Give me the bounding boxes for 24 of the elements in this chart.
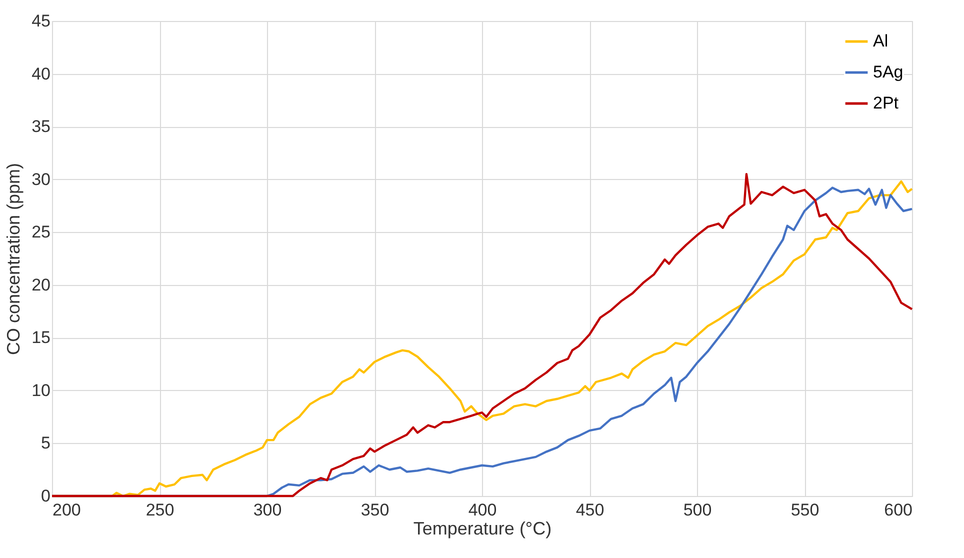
x-tick-label: 600	[884, 500, 912, 520]
x-tick-label: 550	[790, 500, 820, 520]
y-tick-label: 25	[32, 222, 50, 242]
x-tick-label: 200	[52, 500, 81, 520]
x-tick-label: 500	[683, 500, 712, 520]
y-tick-label: 15	[32, 328, 50, 348]
y-tick-label: 20	[32, 275, 50, 294]
y-tick-label: 0	[41, 486, 50, 506]
x-tick-label: 450	[576, 500, 604, 520]
legend-label: 2Pt	[873, 94, 899, 112]
y-tick-label: 40	[32, 64, 50, 84]
y-tick-label: 5	[41, 434, 50, 453]
x-tick-label: 400	[468, 500, 497, 520]
y-tick-label: 45	[32, 12, 50, 30]
y-axis-title: CO concentration (ppm)	[4, 162, 24, 356]
y-tick-label: 10	[32, 380, 50, 400]
y-tick-label: 30	[32, 170, 50, 189]
x-tick-label: 350	[360, 500, 390, 520]
x-tick-label: 300	[253, 500, 282, 520]
y-tick-label: 35	[32, 117, 50, 136]
x-axis-title: Temperature (°C)	[413, 518, 552, 538]
x-tick-label: 250	[146, 500, 174, 520]
legend-label: 5Ag	[873, 62, 904, 82]
legend-label: Al	[873, 32, 888, 50]
